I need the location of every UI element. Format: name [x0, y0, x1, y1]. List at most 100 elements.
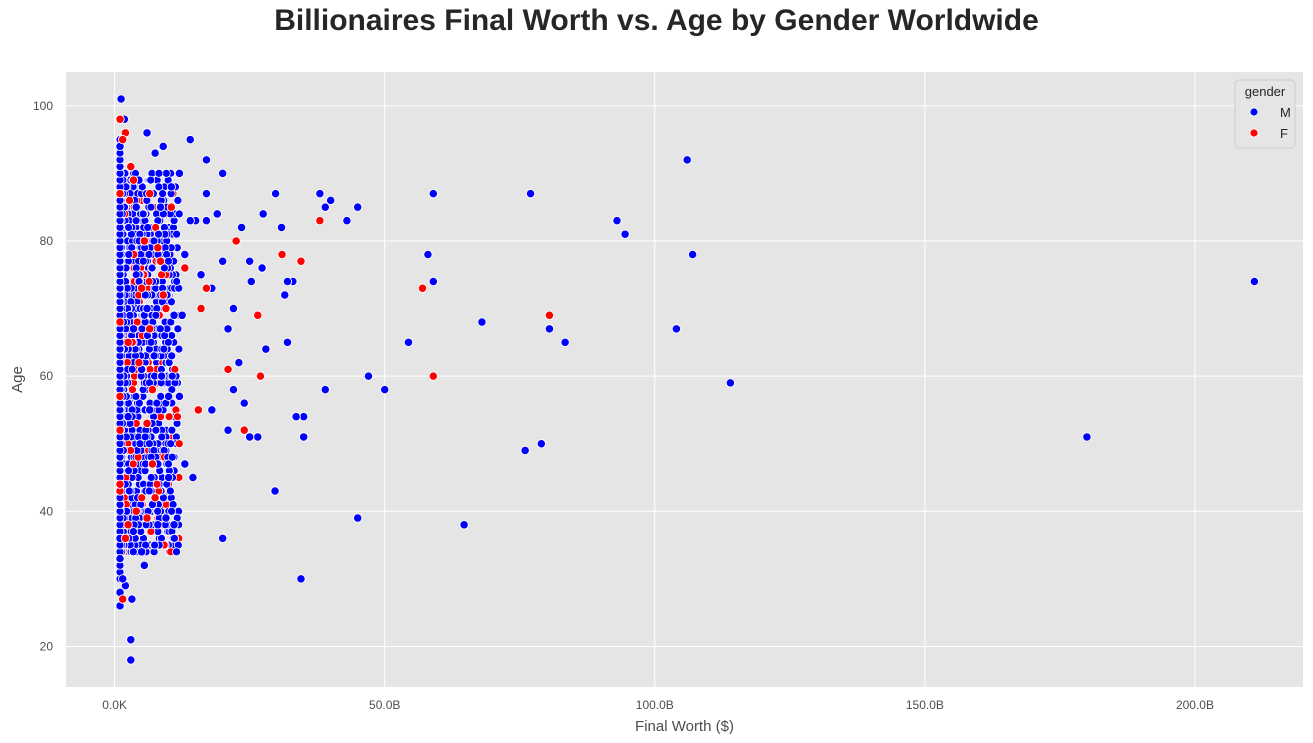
data-point-M — [145, 405, 155, 415]
data-point-M — [180, 249, 190, 260]
data-point-F — [142, 513, 152, 523]
data-point-M — [161, 513, 171, 523]
data-point-M — [299, 432, 309, 442]
cluster-point — [131, 391, 141, 401]
cluster-point — [146, 202, 156, 212]
tick-labels: 0.0K 50.0B 100.0B 150.0B 200.0B 20 40 60 80 100 — [33, 99, 1214, 712]
data-point-M — [150, 148, 160, 158]
data-point-F — [155, 256, 166, 266]
data-point-M — [228, 384, 239, 395]
data-point-M — [201, 188, 212, 199]
data-point-M — [520, 445, 530, 456]
cluster-point — [164, 256, 173, 266]
cluster-point — [164, 412, 174, 422]
data-point-F — [123, 520, 133, 530]
y-tick-label: 100 — [33, 99, 53, 113]
cluster-point — [128, 459, 138, 469]
data-point-F — [193, 405, 203, 415]
y-tick-label: 20 — [40, 639, 54, 653]
data-point-F — [120, 533, 131, 543]
cluster-point — [124, 486, 134, 496]
cluster-point — [124, 250, 134, 259]
data-point-F — [126, 161, 136, 172]
cluster-point — [147, 263, 157, 273]
data-point-M — [185, 216, 195, 226]
data-point-M — [136, 547, 147, 557]
cluster-point — [131, 216, 141, 226]
cluster-point — [144, 277, 154, 286]
data-point-F — [158, 290, 168, 300]
data-point-M — [155, 202, 166, 212]
data-point-M — [403, 337, 414, 347]
data-point-M — [282, 337, 293, 347]
cluster-point — [135, 439, 145, 449]
cluster-point — [170, 533, 179, 543]
cluster-point — [159, 344, 169, 354]
cluster-point — [173, 412, 182, 422]
y-tick-label: 40 — [40, 504, 54, 518]
cluster-point — [144, 486, 154, 496]
data-point-M — [212, 209, 222, 219]
chart-title: Billionaires Final Worth vs. Age by Gend… — [274, 4, 1039, 37]
cluster-point — [156, 391, 166, 401]
data-point-M — [477, 317, 487, 327]
cluster-point — [128, 547, 138, 557]
legend: gender MF — [1234, 79, 1296, 149]
cluster-point — [172, 547, 181, 557]
cluster-point — [165, 486, 175, 496]
cluster-point — [167, 452, 177, 462]
data-point-M — [188, 472, 198, 483]
cluster-point — [138, 209, 148, 219]
data-point-M — [270, 188, 281, 199]
data-point-M — [163, 472, 174, 483]
data-point-M — [118, 574, 128, 584]
cluster-point — [154, 229, 163, 239]
cluster-point — [144, 250, 154, 259]
data-point-M — [620, 229, 630, 239]
data-point-M — [142, 128, 152, 138]
data-point-F — [131, 506, 141, 516]
data-point-M — [174, 391, 185, 402]
cluster-point — [124, 223, 134, 232]
cluster-point — [154, 168, 164, 178]
data-point-M — [174, 168, 185, 179]
x-tick-label: 100.0B — [636, 698, 674, 712]
data-point-M — [185, 134, 195, 145]
cluster-point — [161, 168, 171, 178]
data-point-M — [1249, 276, 1260, 287]
cluster-point — [154, 182, 164, 192]
cluster-point — [151, 310, 161, 320]
cluster-point — [151, 425, 161, 435]
cluster-point — [127, 364, 137, 374]
data-point-M — [261, 344, 271, 354]
legend-marker-M — [1249, 107, 1259, 117]
x-tick-label: 0.0K — [102, 698, 127, 712]
cluster-point — [173, 196, 183, 205]
dense-cluster — [115, 135, 184, 584]
data-point-M — [131, 202, 141, 212]
data-point-M — [245, 432, 255, 442]
data-point-M — [423, 249, 433, 260]
data-point-M — [153, 520, 163, 530]
data-point-F — [296, 256, 306, 266]
cluster-point — [152, 479, 162, 489]
data-point-M — [169, 520, 179, 530]
legend-label-F: F — [1280, 126, 1288, 141]
data-point-F — [201, 283, 212, 293]
cluster-point — [167, 351, 177, 361]
cluster-point — [150, 540, 160, 550]
data-point-F — [315, 216, 325, 226]
data-point-M — [353, 202, 363, 212]
cluster-point — [137, 493, 147, 503]
data-point-M — [291, 412, 301, 422]
data-point-F — [142, 418, 152, 429]
data-point-M — [142, 303, 152, 314]
cluster-point — [158, 189, 168, 199]
data-point-F — [147, 459, 158, 469]
data-point-M — [282, 276, 293, 287]
data-point-F — [145, 188, 155, 199]
data-point-M — [612, 216, 622, 226]
plot-area — [66, 72, 1303, 687]
cluster-point — [125, 310, 135, 320]
